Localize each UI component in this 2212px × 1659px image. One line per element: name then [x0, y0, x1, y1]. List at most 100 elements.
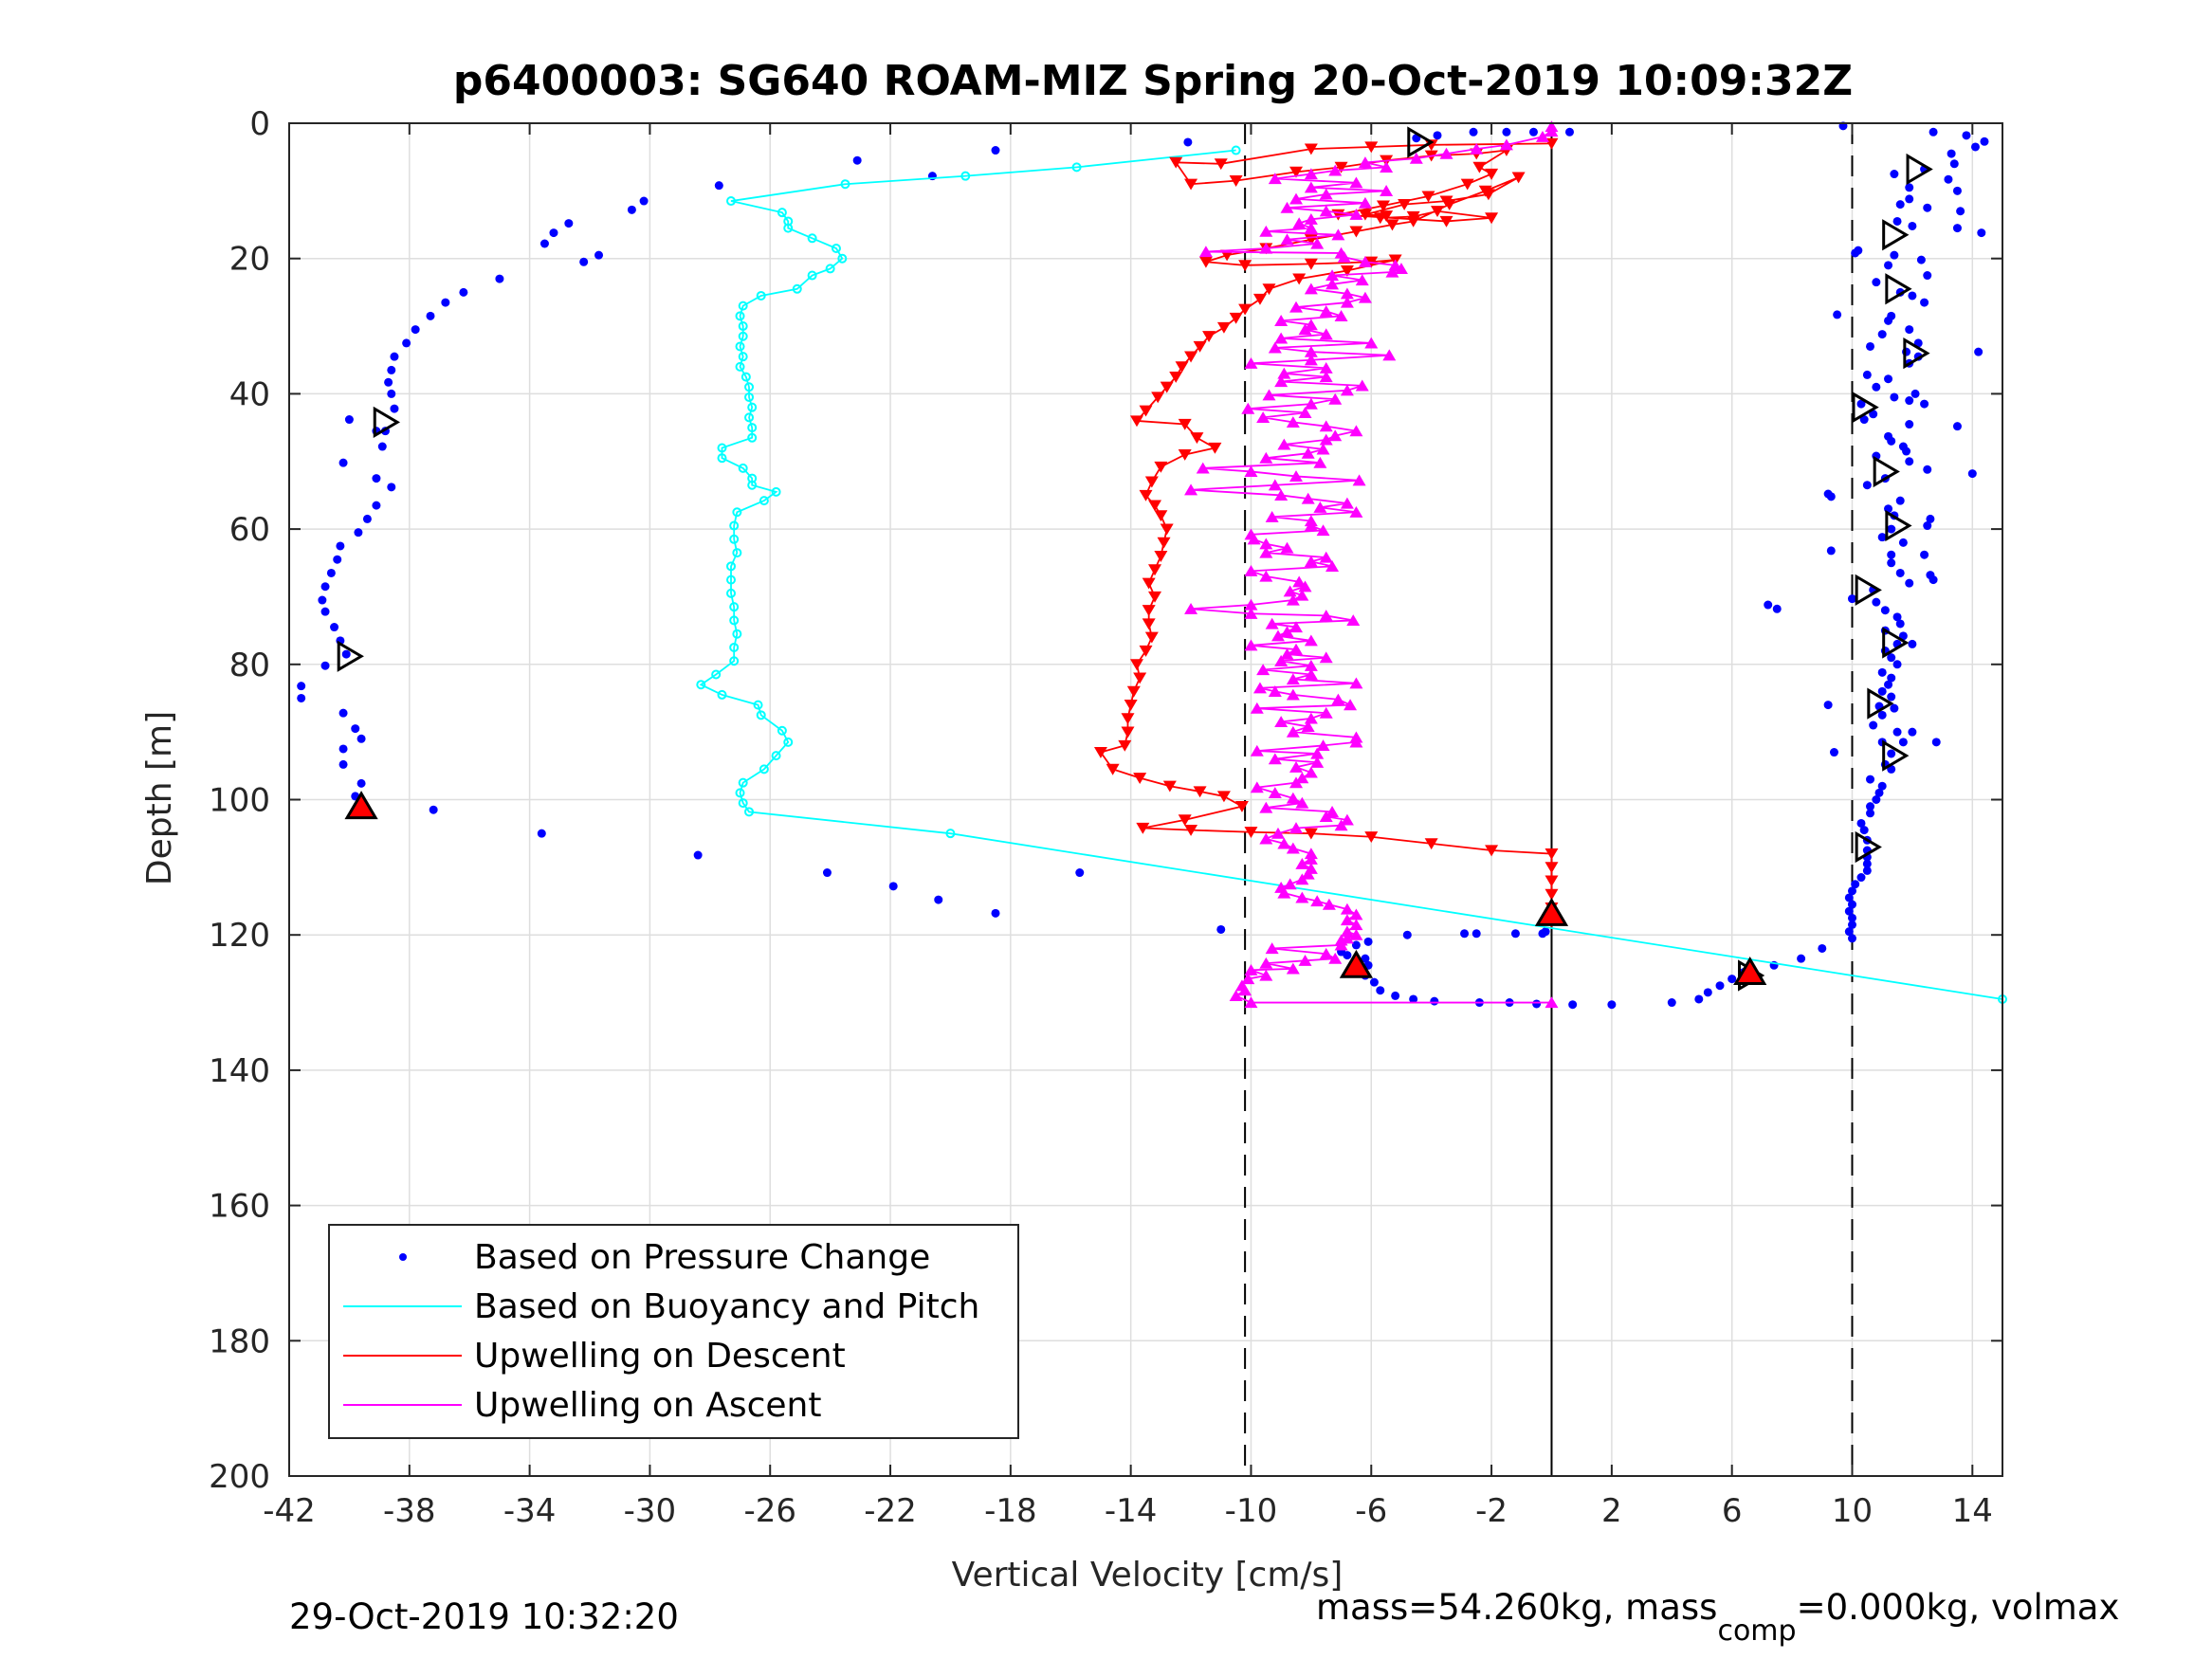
data-point	[747, 473, 758, 483]
data-point	[1847, 934, 1856, 943]
data-point	[1319, 188, 1333, 200]
data-point	[1905, 457, 1914, 466]
data-point	[537, 829, 546, 838]
data-point	[1283, 878, 1297, 890]
data-point	[326, 568, 336, 577]
data-point	[1142, 618, 1156, 630]
data-point	[1862, 370, 1872, 379]
data-point	[1202, 331, 1216, 343]
data-point	[1355, 379, 1369, 392]
data-point	[771, 751, 781, 761]
data-point	[1301, 492, 1315, 504]
data-point	[1349, 677, 1363, 689]
data-point	[1304, 766, 1318, 778]
legend-box	[328, 1224, 1019, 1439]
data-point	[1310, 895, 1325, 907]
data-point	[594, 250, 604, 260]
data-point	[1286, 673, 1300, 685]
data-point	[1286, 725, 1300, 738]
data-point	[1244, 598, 1258, 611]
data-point	[1328, 429, 1343, 442]
data-point	[1289, 166, 1304, 178]
data-point	[1872, 278, 1881, 287]
data-point	[1358, 196, 1372, 209]
data-point	[1890, 392, 1899, 402]
data-point	[825, 264, 835, 274]
data-point	[807, 270, 817, 281]
data-point	[402, 338, 411, 348]
data-point	[1358, 291, 1372, 303]
data-point	[1268, 753, 1282, 765]
data-point	[1286, 792, 1300, 804]
data-point	[1856, 818, 1866, 828]
data-point	[1340, 925, 1354, 938]
data-point	[1905, 420, 1914, 429]
data-point	[792, 283, 802, 294]
data-point	[1244, 528, 1258, 540]
x-axis-label: Vertical Velocity [cm/s]	[952, 1556, 1344, 1595]
series-5	[344, 791, 1767, 985]
data-point	[1898, 738, 1908, 747]
data-point	[1862, 866, 1872, 875]
data-point	[338, 744, 348, 754]
data-point	[1564, 127, 1574, 137]
series-1	[696, 145, 2007, 1004]
data-point	[1349, 919, 1363, 931]
data-point	[1151, 392, 1165, 404]
data-point	[1133, 672, 1147, 684]
data-point	[1262, 389, 1276, 401]
marker-point	[1882, 627, 1910, 659]
y-tick-label: 160	[209, 1188, 270, 1226]
data-point	[1568, 1000, 1578, 1010]
data-point	[1214, 158, 1228, 171]
data-point	[579, 257, 589, 266]
data-point	[1352, 474, 1366, 486]
data-point	[1229, 175, 1243, 187]
marker-point	[1339, 949, 1374, 978]
data-point	[729, 534, 740, 544]
data-point	[1304, 397, 1318, 410]
data-point	[1319, 433, 1333, 446]
data-point	[1349, 425, 1363, 437]
data-point	[1380, 210, 1394, 223]
data-point	[1892, 727, 1902, 737]
data-point	[1340, 296, 1354, 308]
data-point	[1304, 556, 1318, 567]
marker-point	[1873, 455, 1900, 488]
data-point	[1545, 862, 1559, 874]
data-point	[1334, 246, 1348, 259]
data-point	[1139, 489, 1153, 501]
data-point	[1289, 192, 1304, 205]
data-point	[1887, 692, 1896, 702]
data-point	[714, 181, 723, 191]
data-point	[1286, 688, 1300, 701]
data-point	[1304, 848, 1318, 860]
data-point	[351, 724, 360, 734]
data-point	[1259, 546, 1273, 558]
data-point	[1229, 312, 1243, 324]
data-point	[1277, 837, 1291, 849]
marker-point	[344, 791, 378, 820]
data-point	[1169, 371, 1183, 383]
data-point	[1304, 862, 1318, 874]
data-point	[1286, 842, 1300, 854]
data-point	[747, 432, 758, 443]
data-point	[1178, 814, 1192, 827]
data-point	[1190, 432, 1204, 445]
data-point	[1905, 194, 1914, 204]
data-point	[1154, 510, 1168, 522]
y-tick-label: 80	[229, 647, 270, 684]
data-point	[1499, 138, 1513, 151]
data-point	[1472, 929, 1481, 939]
data-point	[1277, 438, 1291, 450]
data-point	[1244, 996, 1258, 1009]
data-point	[1310, 756, 1325, 768]
data-point	[411, 325, 420, 335]
data-point	[1469, 127, 1478, 137]
data-point	[1265, 510, 1279, 522]
data-point	[1421, 191, 1435, 203]
data-point	[1902, 447, 1911, 456]
data-point	[1430, 996, 1439, 1006]
data-point	[738, 798, 748, 809]
data-point	[356, 734, 366, 743]
